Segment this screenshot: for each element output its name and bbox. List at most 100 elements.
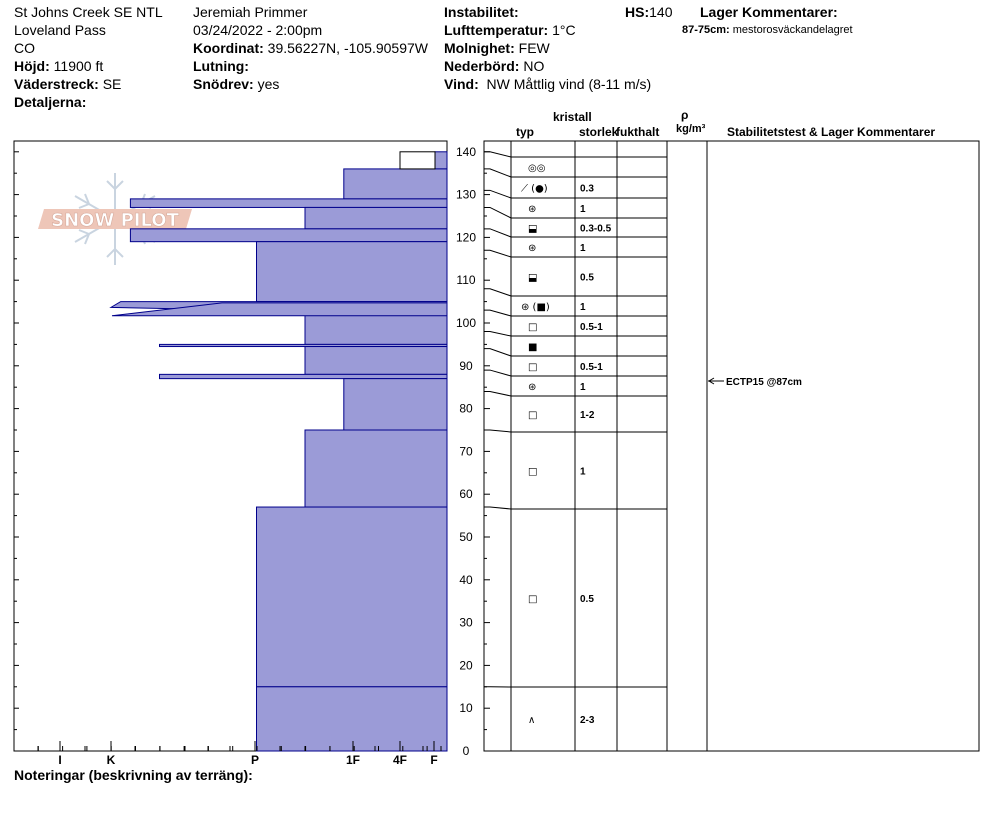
depth-tick-label: 70 <box>459 444 473 458</box>
hardness-bar <box>256 241 448 303</box>
layer-connector <box>484 506 512 510</box>
hardness-tick-label: F <box>430 753 437 767</box>
layer-crystal-size: 1 <box>580 302 586 313</box>
layer-crystal-size: 0.3 <box>580 184 594 195</box>
hardness-tick-label: I <box>58 753 61 767</box>
elevation: Höjd: 11900 ft <box>14 59 103 73</box>
depth-tick-label: 0 <box>463 744 470 758</box>
area: Loveland Pass <box>14 22 106 38</box>
location: St Johns Creek SE NTL <box>14 4 163 20</box>
layer-connector <box>484 228 512 238</box>
col-type: typ <box>516 125 534 139</box>
layer-connector <box>484 390 512 397</box>
layer-crystal-size: 0.5-1 <box>580 322 603 333</box>
col-density-unit: kg/m³ <box>676 123 706 135</box>
slope-label: Lutning: <box>193 58 249 74</box>
coord-label: Koordinat: <box>193 40 264 56</box>
layer-connector <box>484 348 512 357</box>
instability-label: Instabilitet: <box>444 4 519 20</box>
state: CO <box>14 40 35 56</box>
datetime: 03/24/2022 - 2:00pm <box>193 22 323 38</box>
layer-connector <box>484 151 512 158</box>
aspect-label: Väderstreck: <box>14 76 99 92</box>
layer-comment: 87-75cm: mestorosväckandelagret <box>682 25 853 36</box>
hardness-bar <box>304 313 448 345</box>
layer-crystal-type: ⬓ <box>528 273 537 284</box>
layer-connector <box>484 168 512 178</box>
depth-tick-label: 100 <box>456 316 476 330</box>
col-crystal: kristall <box>553 110 592 124</box>
col-size: storlek <box>579 126 617 138</box>
layer-crystal-size: 0.3-0.5 <box>580 224 612 235</box>
depth-tick-label: 40 <box>459 573 473 587</box>
layer-crystal-size: 0.5 <box>580 273 594 284</box>
hardness-tick-label: P <box>251 753 259 767</box>
test-arrow-head <box>708 377 715 385</box>
slope: Lutning: <box>193 59 249 73</box>
hardness-bar <box>256 506 448 688</box>
stability-test-marker: ECTP15 @87cm <box>708 377 802 388</box>
hardness-bar <box>304 429 448 508</box>
hardness-bar <box>159 373 448 380</box>
layer-crystal-size: 0.5-1 <box>580 362 603 373</box>
layer-connectors <box>484 151 512 688</box>
layer-connector <box>484 369 512 377</box>
hs-value: 140 <box>649 4 673 20</box>
sky-value: FEW <box>518 40 550 56</box>
hardness-bars <box>109 151 448 752</box>
depth-tick-label: 90 <box>459 359 473 373</box>
layer-comment-range: 87-75cm: <box>682 24 730 36</box>
layer-crystal-size: 1 <box>580 243 586 254</box>
layer-crystal-type: ⊛ <box>528 204 536 215</box>
depth-tick-label: 30 <box>459 616 473 630</box>
test-result: ECTP15 @87cm <box>726 377 802 388</box>
depth-tick-label: 50 <box>459 530 473 544</box>
observer: Jeremiah Primmer <box>193 4 308 20</box>
airtemp-label: Lufttemperatur: <box>444 22 549 38</box>
layer-comment-text: mestorosväckandelagret <box>732 24 853 36</box>
hardness-bar <box>304 346 448 375</box>
layer-crystal-size: 1 <box>580 467 586 478</box>
layer-crystal-type: □ <box>528 467 537 478</box>
depth-tick-label: 80 <box>459 402 473 416</box>
layer-crystal-type: ⊛ (■) <box>521 302 550 313</box>
blowing-snow: Snödrev: yes <box>193 77 279 91</box>
depth-tick-label: 20 <box>459 658 473 672</box>
hs-label: HS: <box>625 4 650 20</box>
layer-crystal-size: 1-2 <box>580 410 595 421</box>
layer-connector <box>484 249 512 258</box>
precip-label: Nederbörd: <box>444 58 520 74</box>
col-moisture: fukthalt <box>616 125 660 139</box>
hardness-bar <box>434 151 448 170</box>
col-rho: ρ <box>681 108 689 122</box>
hardness-bar <box>304 206 448 230</box>
hardness-bar <box>129 228 448 243</box>
blowing-label: Snödrev: <box>193 76 254 92</box>
layer-comments-label: Lager Kommentarer: <box>700 4 838 20</box>
layer-connector <box>484 189 512 199</box>
instability: Instabilitet: <box>444 5 519 19</box>
hardness-bar <box>343 168 448 200</box>
layer-crystal-type: ◎◎ <box>528 163 545 174</box>
layer-crystal-type: □ <box>528 362 537 373</box>
hardness-bar <box>159 343 448 348</box>
layer-connector <box>484 429 512 433</box>
wind-label: Vind: <box>444 76 479 92</box>
elevation-label: Höjd: <box>14 58 50 74</box>
coordinates: Koordinat: 39.56227N, -105.90597W <box>193 41 428 55</box>
sky-cover: Molnighet: FEW <box>444 41 550 55</box>
wind: Vind: NW Måttlig vind (8-11 m/s) <box>444 77 651 91</box>
hardness-bar <box>256 686 448 752</box>
col-stability: Stabilitetstest & Lager Kommentarer <box>727 125 936 139</box>
layer-connector <box>484 331 512 337</box>
hardness-tick-label: K <box>107 753 116 767</box>
wind-value: NW Måttlig vind (8-11 m/s) <box>486 76 652 92</box>
depth-tick-label: 140 <box>456 145 476 159</box>
layer-rows: ◎◎ ⟋ (●) 0.3 ⊛ 1 ⬓ 0.3-0.5 ⊛ 1 ⬓ 0.5 ⊛ (■) 1 □ 0.5-1 ■ □… <box>511 156 667 726</box>
precip-value: NO <box>523 58 545 74</box>
aspect: Väderstreck: SE <box>14 77 121 91</box>
layer-connector <box>484 288 512 297</box>
airtemp-value: 1°C <box>552 22 576 38</box>
depth-axis: 0 10 20 30 40 50 60 70 80 90 100 110 120 130 140 <box>14 145 490 758</box>
